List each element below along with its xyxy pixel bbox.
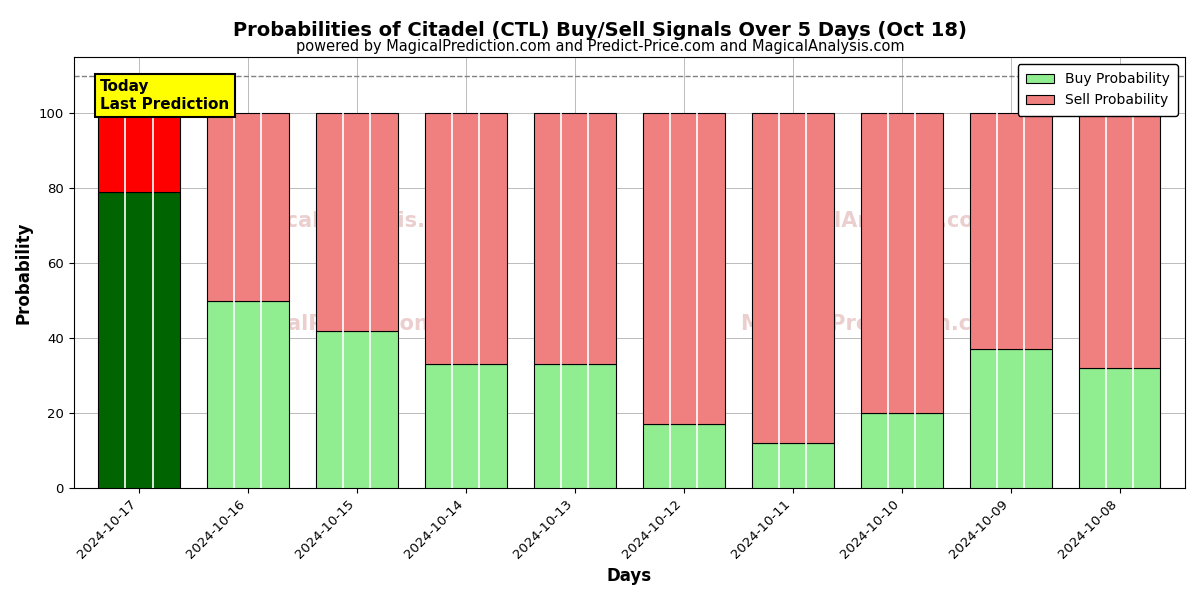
Bar (208, 113, 289, 301)
Text: Probabilities of Citadel (CTL) Buy/Sell Signals Over 5 Days (Oct 18): Probabilities of Citadel (CTL) Buy/Sell … (233, 21, 967, 40)
Bar (208, 301, 289, 488)
Bar (860, 113, 942, 413)
Bar (643, 424, 725, 488)
Text: MagicalPrediction.com: MagicalPrediction.com (740, 314, 1008, 334)
Bar (970, 113, 1051, 349)
X-axis label: Days: Days (607, 567, 652, 585)
Bar (1079, 368, 1160, 488)
Bar (970, 349, 1051, 488)
Bar (98, 113, 180, 192)
Y-axis label: Probability: Probability (16, 221, 34, 324)
Bar (534, 113, 616, 364)
Legend: Buy Probability, Sell Probability: Buy Probability, Sell Probability (1018, 64, 1178, 116)
Bar (643, 113, 725, 424)
Text: MagicalAnalysis.com: MagicalAnalysis.com (751, 211, 996, 231)
Text: powered by MagicalPrediction.com and Predict-Price.com and MagicalAnalysis.com: powered by MagicalPrediction.com and Pre… (295, 39, 905, 54)
Bar (316, 331, 397, 488)
Bar (534, 364, 616, 488)
Bar (98, 192, 180, 488)
Bar (425, 113, 506, 364)
Bar (1079, 113, 1160, 368)
Bar (425, 364, 506, 488)
Text: MagicalAnalysis.com: MagicalAnalysis.com (229, 211, 474, 231)
Bar (316, 113, 397, 331)
Bar (752, 113, 834, 443)
Bar (752, 443, 834, 488)
Text: Today
Last Prediction: Today Last Prediction (101, 79, 229, 112)
Bar (860, 413, 942, 488)
Text: MagicalPrediction.com: MagicalPrediction.com (217, 314, 485, 334)
